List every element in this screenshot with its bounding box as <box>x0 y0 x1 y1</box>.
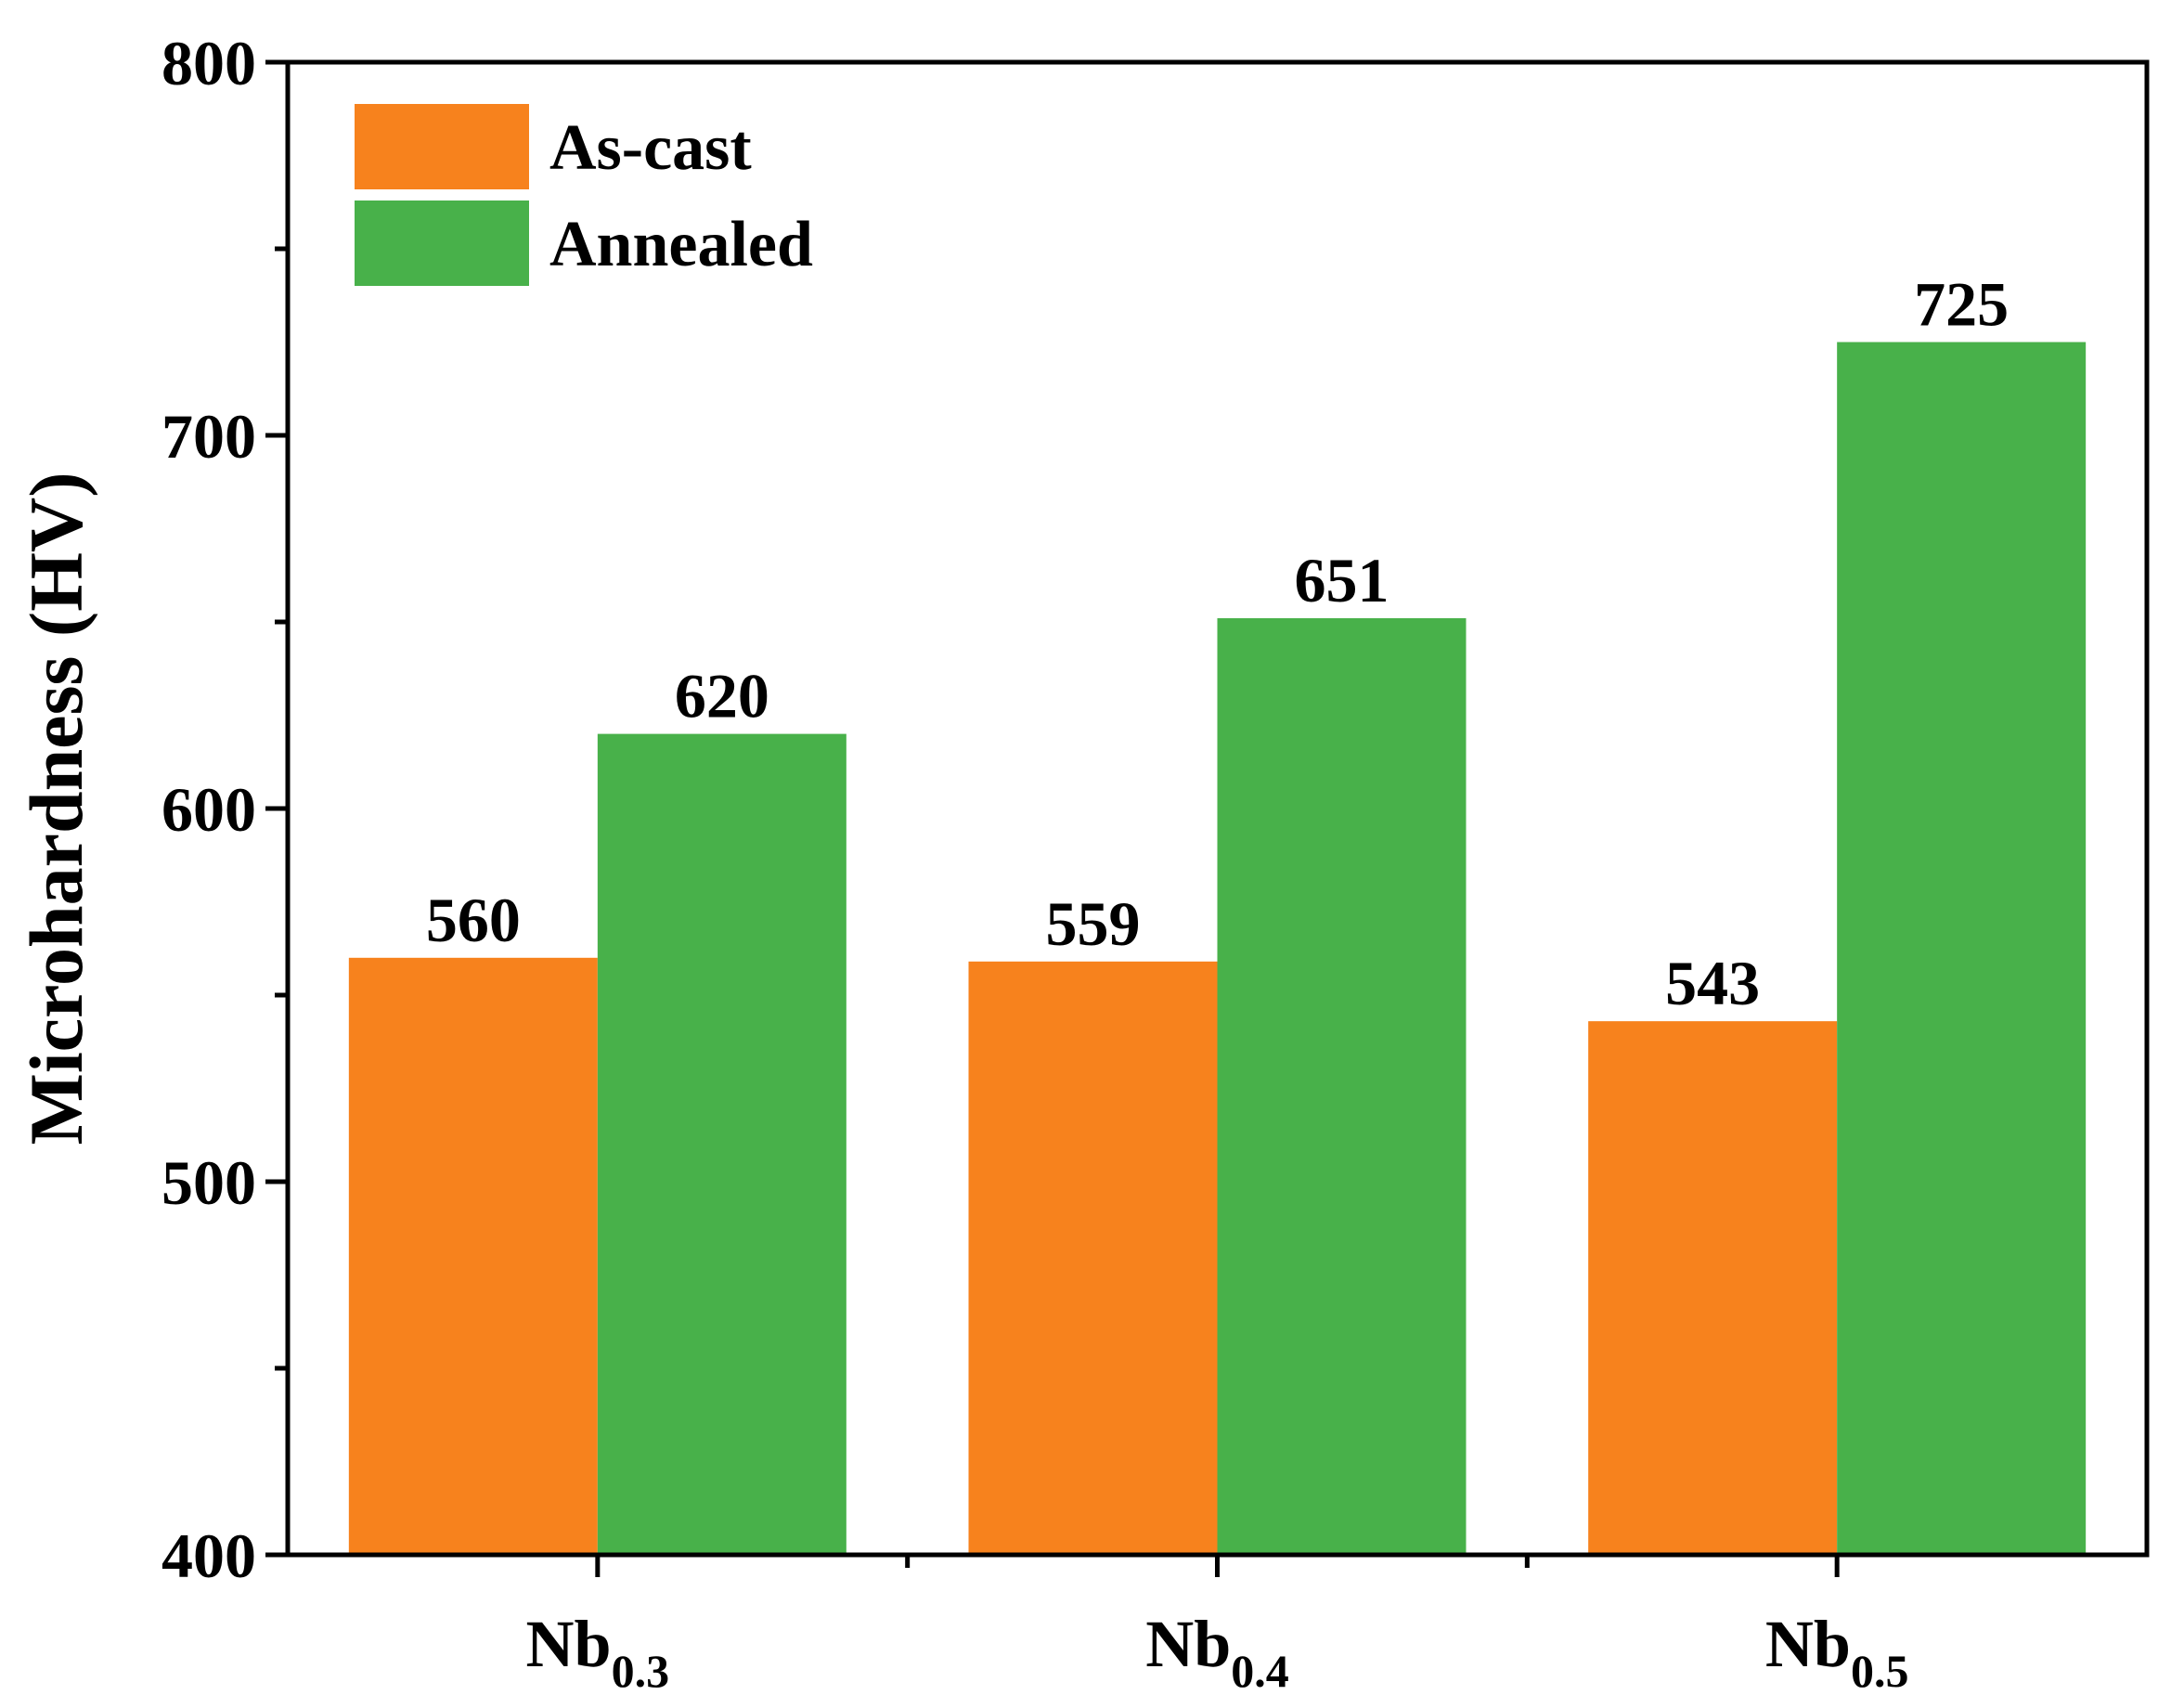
bar-annealed-nb-0-3 <box>597 733 846 1555</box>
data-label-as-cast-3: 543 <box>1665 948 1760 1018</box>
y-tick-label: 700 <box>162 401 256 472</box>
bar-as-cast-nb-0-4 <box>968 961 1218 1555</box>
data-label-annealed-2: 651 <box>1295 545 1389 615</box>
legend-swatch-annealed <box>355 201 529 286</box>
legend-label-as-cast: As-cast <box>549 112 752 184</box>
x-tick-label-2: Nb0.4 <box>1145 1607 1289 1697</box>
data-label-annealed-1: 620 <box>675 661 769 731</box>
bar-as-cast-nb-0-3 <box>348 957 598 1555</box>
data-label-as-cast-1: 560 <box>426 885 521 955</box>
y-tick-label: 600 <box>162 774 256 845</box>
legend: As-cast Annealed <box>355 104 813 286</box>
bar-as-cast-nb-0-5 <box>1588 1021 1838 1555</box>
y-tick-label: 400 <box>162 1520 256 1591</box>
x-tick-label-1: Nb0.3 <box>526 1607 670 1697</box>
data-label-annealed-3: 725 <box>1914 269 2009 340</box>
bar-annealed-nb-0-5 <box>1837 342 2087 1555</box>
bar-annealed-nb-0-4 <box>1217 617 1467 1555</box>
axes-layer: 400 500 600 700 800 Nb0.3 Nb0.4 Nb0.5 <box>162 28 2150 1697</box>
legend-swatch-as-cast <box>355 104 529 189</box>
x-tick-label-3: Nb0.5 <box>1765 1607 1909 1697</box>
y-axis-title: Microhardness (HV) <box>14 472 98 1145</box>
y-tick-label: 800 <box>162 28 256 98</box>
y-tick-label: 500 <box>162 1147 256 1218</box>
data-labels-layer: 560 620 559 651 543 725 <box>426 269 2009 1019</box>
data-label-as-cast-2: 559 <box>1046 888 1141 959</box>
bars-layer <box>348 342 2087 1555</box>
legend-label-annealed: Annealed <box>549 209 813 280</box>
